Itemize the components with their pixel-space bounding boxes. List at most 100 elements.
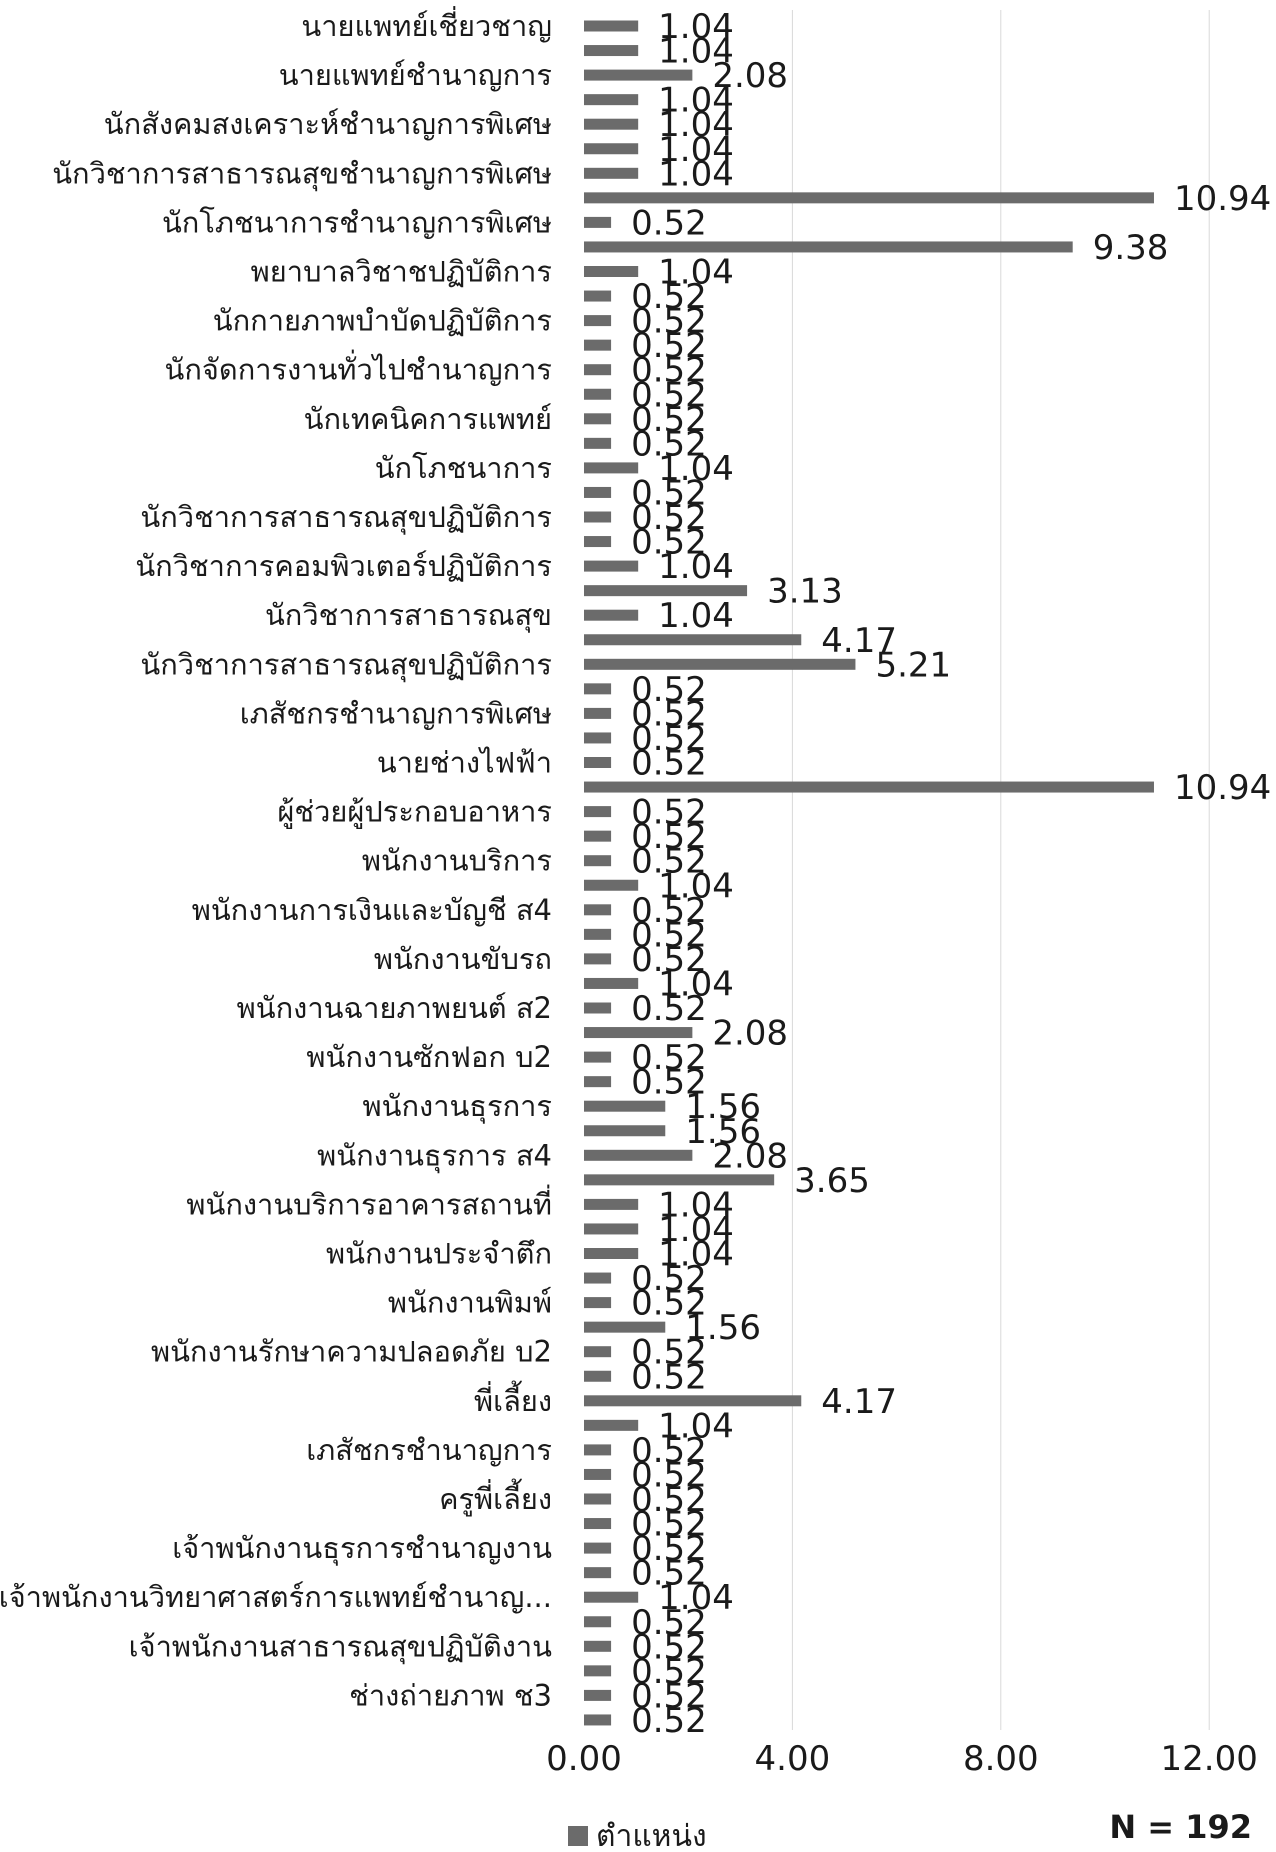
bar — [584, 977, 639, 989]
data-label: 0.52 — [631, 842, 707, 882]
category-label: นายช่างไฟฟ้า — [377, 746, 552, 780]
bar — [584, 585, 748, 597]
category-label: เจ้าพนักงานวิทยาศาสตร์การแพทย์ชำนาญ... — [0, 1580, 552, 1614]
bar — [584, 69, 693, 81]
data-label: 0.52 — [631, 1455, 707, 1495]
data-label: 0.52 — [631, 326, 707, 366]
category-labels: นายแพทย์เชี่ยวชาญนายแพทย์ชำนาญการนักสังค… — [0, 6, 552, 1712]
bar — [584, 118, 639, 130]
category-label: ช่างถ่ายภาพ ช3 — [349, 1678, 552, 1712]
data-label: 1.04 — [658, 596, 734, 636]
data-label: 0.52 — [631, 1627, 707, 1667]
bar — [584, 1076, 612, 1088]
bar — [584, 1346, 612, 1358]
data-label: 1.56 — [685, 1308, 761, 1348]
data-label: 0.52 — [631, 1333, 707, 1373]
data-label: 0.52 — [631, 989, 707, 1029]
legend: ตำแหน่ง — [568, 1819, 707, 1852]
bar — [584, 1665, 612, 1677]
data-label: 0.52 — [631, 473, 707, 513]
data-label: 1.04 — [658, 253, 734, 293]
data-label: 1.04 — [658, 1235, 734, 1275]
category-label: นักจัดการงานทั่วไปชำนาญการ — [165, 350, 553, 387]
category-label: นักเทคนิคการแพทย์ — [304, 402, 552, 436]
data-label: 0.52 — [631, 694, 707, 734]
category-label: พนักงานฉายภาพยนต์ ส2 — [237, 991, 552, 1025]
data-label: 0.52 — [631, 817, 707, 857]
category-label: นักวิชาการสาธารณสุข — [265, 598, 552, 633]
data-label: 1.04 — [658, 7, 734, 47]
bar — [584, 241, 1073, 253]
data-label: 1.04 — [658, 964, 734, 1004]
bar — [584, 1395, 802, 1407]
x-tick-label: 0.00 — [546, 1739, 622, 1779]
data-label: 0.52 — [631, 1063, 707, 1103]
gridlines — [791, 10, 1210, 1730]
data-label: 9.38 — [1093, 228, 1169, 268]
bar — [584, 1591, 639, 1603]
category-label: นักวิชาการคอมพิวเตอร์ปฏิบัติการ — [135, 549, 552, 583]
bar — [584, 536, 612, 548]
category-label: พนักงานธุรการ ส4 — [317, 1138, 552, 1173]
bar — [584, 1174, 775, 1186]
category-label: นายแพทย์ชำนาญการ — [279, 58, 552, 92]
bar — [584, 1223, 639, 1235]
category-label: ครูพี่เลี้ยง — [439, 1478, 552, 1517]
data-label: 3.13 — [767, 572, 843, 612]
bar — [584, 1640, 612, 1652]
bar — [584, 1125, 666, 1137]
data-label: 2.08 — [712, 56, 788, 96]
data-label: 0.52 — [631, 940, 707, 980]
data-label: 2.08 — [712, 1014, 788, 1054]
data-label: 1.04 — [658, 130, 734, 170]
bar — [584, 94, 639, 106]
bar — [584, 1297, 612, 1309]
bar — [584, 388, 612, 400]
bar — [584, 732, 612, 744]
category-label: พี่เลี้ยง — [474, 1380, 552, 1418]
category-label: นักวิชาการสาธารณสุขชำนาญการพิเศษ — [52, 156, 552, 191]
data-label: 0.52 — [631, 1259, 707, 1299]
data-label: 0.52 — [631, 277, 707, 317]
bar — [584, 1370, 612, 1382]
category-label: พนักงานประจำตึก — [326, 1237, 552, 1271]
bar — [584, 511, 612, 523]
bar — [584, 1616, 612, 1628]
data-label: 0.52 — [631, 1701, 707, 1741]
data-label: 2.08 — [712, 1136, 788, 1176]
legend-label: ตำแหน่ง — [596, 1819, 707, 1852]
bar — [584, 658, 856, 670]
data-label: 0.52 — [631, 400, 707, 440]
category-label: พนักงานซักฟอก บ2 — [306, 1040, 552, 1074]
bar — [584, 928, 612, 940]
data-label: 1.56 — [685, 1087, 761, 1127]
bar — [584, 879, 639, 891]
bar — [584, 806, 612, 818]
bar — [584, 192, 1154, 204]
data-label: 0.52 — [631, 1676, 707, 1716]
bar — [584, 1493, 612, 1505]
x-tick-label: 4.00 — [755, 1739, 831, 1779]
data-label: 0.52 — [631, 351, 707, 391]
bar — [584, 1468, 612, 1480]
bar — [584, 1149, 693, 1161]
category-label: เจ้าพนักงานธุรการชำนาญงาน — [172, 1531, 552, 1566]
bar — [584, 364, 612, 376]
bar — [584, 1051, 612, 1063]
bar — [584, 143, 639, 155]
x-axis-ticks: 0.00 4.00 8.00 12.00 — [546, 1739, 1258, 1779]
bar — [584, 486, 612, 498]
data-label: 1.04 — [658, 449, 734, 489]
data-label: 1.04 — [658, 1185, 734, 1225]
data-label: 1.04 — [658, 1210, 734, 1250]
bar — [584, 1027, 693, 1039]
category-label: พยาบาลวิชาชปฏิบัติการ — [251, 255, 552, 289]
bar — [584, 1321, 666, 1333]
category-label: นักโภชนาการชำนาญการพิเศษ — [162, 205, 552, 239]
bar — [584, 339, 612, 351]
data-label: 5.21 — [875, 645, 951, 685]
category-label: เภสัชกรชำนาญการ — [306, 1433, 552, 1467]
category-label: เจ้าพนักงานสาธารณสุขปฏิบัติงาน — [129, 1629, 552, 1664]
data-label: 0.52 — [631, 915, 707, 955]
